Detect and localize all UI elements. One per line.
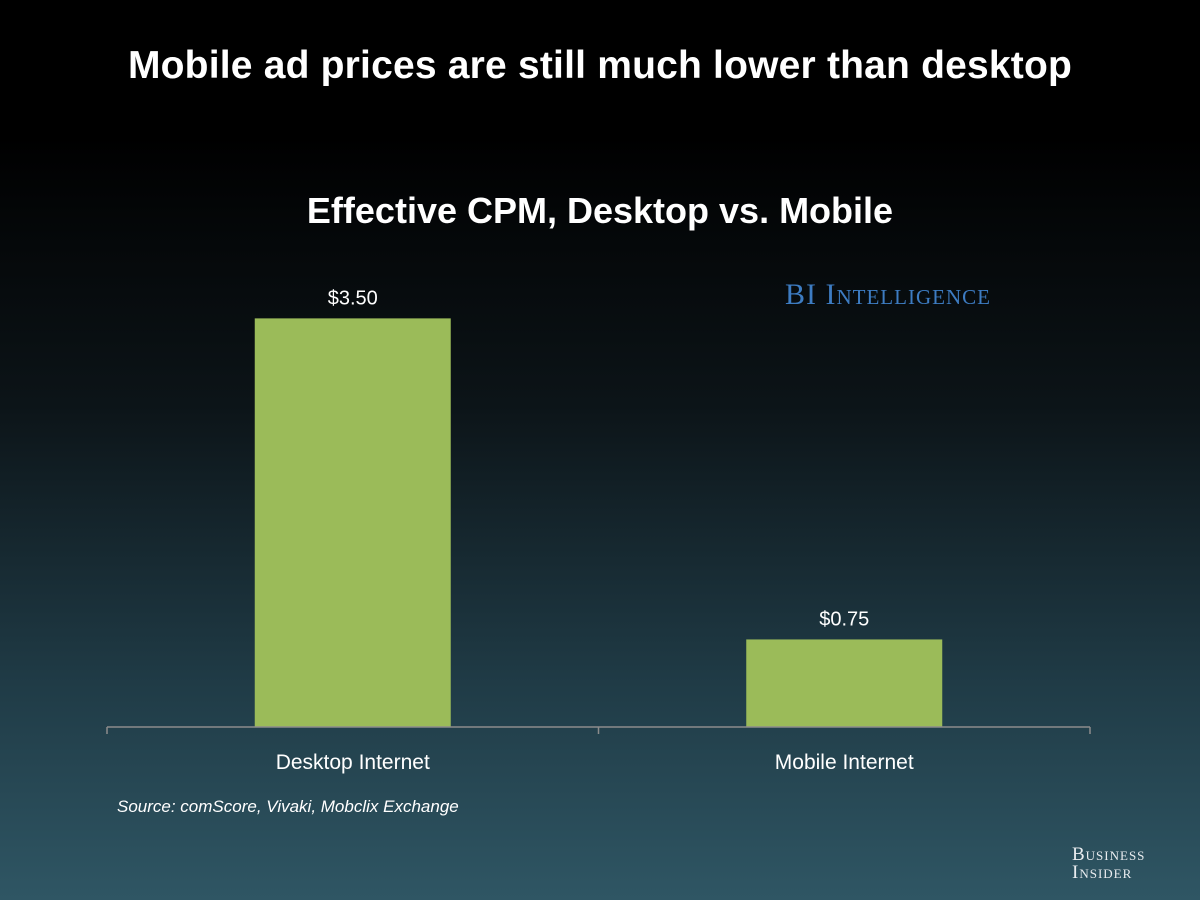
page-headline: Mobile ad prices are still much lower th…: [127, 44, 1073, 87]
bar-0: [254, 318, 451, 727]
bi-intelligence-watermark: BI Intelligence: [785, 278, 991, 311]
data-label-0: $3.50: [328, 287, 378, 309]
category-label-1: Mobile Internet: [775, 751, 914, 774]
brand-line-1: Business: [1072, 844, 1146, 865]
brand-line-2: Insider: [1072, 862, 1133, 883]
business-insider-logo: Business Insider: [1072, 844, 1146, 883]
chart-title: Effective CPM, Desktop vs. Mobile: [306, 190, 894, 231]
data-label-1: $0.75: [819, 608, 869, 630]
source-note: Source: comScore, Vivaki, Mobclix Exchan…: [117, 797, 459, 816]
bar-1: [746, 639, 943, 727]
category-label-0: Desktop Internet: [276, 751, 430, 774]
